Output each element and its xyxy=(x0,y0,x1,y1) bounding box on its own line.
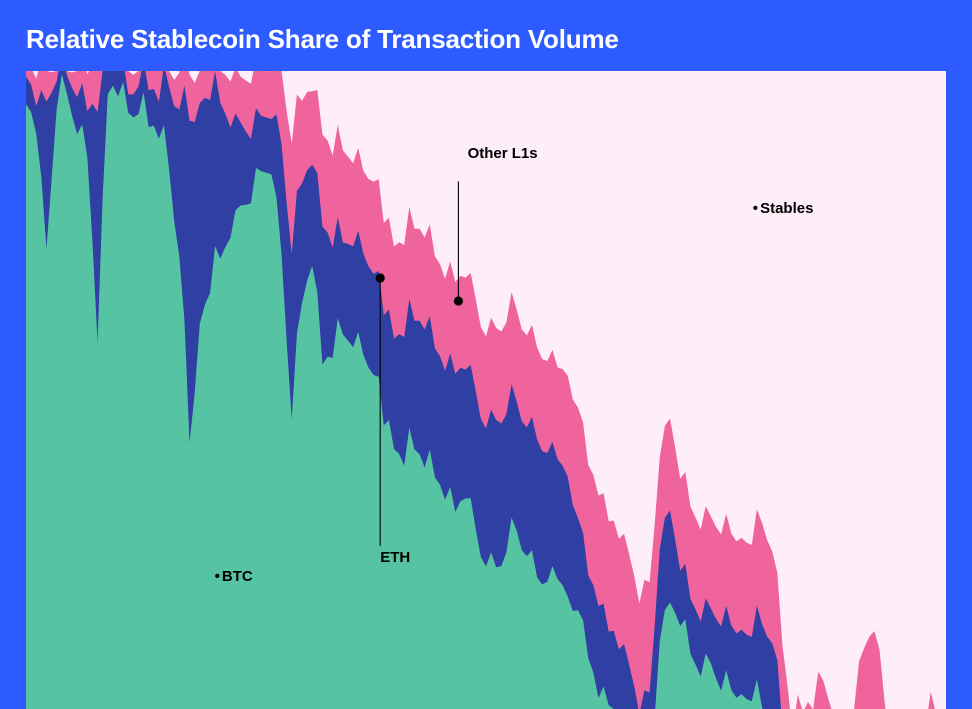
chart-title: Relative Stablecoin Share of Transaction… xyxy=(26,24,946,55)
chart-container: Relative Stablecoin Share of Transaction… xyxy=(0,0,972,709)
chart-plot-area: Other L1s •Stables ETH •BTC xyxy=(26,71,946,709)
stacked-area-chart xyxy=(26,71,946,709)
